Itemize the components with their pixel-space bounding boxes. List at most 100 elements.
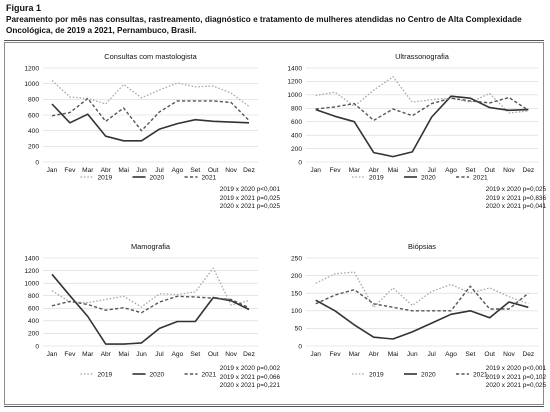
stats-biopsias: 2019 x 2020 p<0,001 2019 x 2021 p=0,102 … — [486, 365, 546, 391]
x-tick-label: Mai — [118, 167, 129, 174]
chart-mamografia: Mamografia 0 200 400 600 800 1000 1200 1400 Jan Fe… — [24, 242, 258, 378]
y-tick-label: 200 — [28, 144, 39, 151]
chart-title: Consultas com mastologista — [104, 52, 197, 61]
y-tick-label: 200 — [291, 273, 302, 280]
y-tick-label: 1000 — [287, 92, 302, 99]
chart-title: Mamografia — [131, 242, 171, 251]
stat-line: 2019 x 2021 p=0,066 — [219, 373, 280, 381]
stat-line: 2019 x 2020 p<0,001 — [485, 365, 546, 372]
y-tick-label: 100 — [291, 308, 302, 315]
x-tick-label: Jan — [47, 167, 58, 174]
x-tick-label: Set — [465, 167, 475, 174]
chart-title: Ultrassonografia — [395, 52, 450, 61]
stat-line: 2020 x 2021 p=0,221 — [219, 382, 280, 390]
x-tick-label: Abr — [101, 351, 112, 358]
x-tick-label: Mai — [388, 351, 399, 358]
legend-label: 2021 — [473, 371, 488, 378]
x-tick-label: Out — [484, 351, 495, 358]
figure-label: Figura 1 — [6, 3, 42, 13]
x-tick-label: Jun — [136, 167, 147, 174]
x-tick-label: Out — [484, 167, 495, 174]
legend-label: 2019 — [369, 371, 384, 378]
x-tick-label: Jul — [427, 167, 436, 174]
x-tick-label: Nov — [503, 167, 515, 174]
stat-line: 2020 x 2021 p=0,025 — [485, 382, 546, 390]
chart-biopsias: Biópsias 0 50 100 150 200 250 Jan Fev Mar Abr Mai Ju… — [291, 242, 538, 378]
bottom-divider — [4, 406, 544, 407]
y-tick-label: 0 — [35, 343, 39, 350]
series-line-2020 — [51, 103, 250, 142]
series-line-2019 — [51, 267, 250, 308]
legend-label: 2021 — [473, 174, 488, 181]
y-tick-label: 400 — [291, 132, 302, 139]
chart-consultas: Consultas com mastologista 0 200 400 600 800 1… — [24, 52, 258, 181]
legend-label: 2019 — [369, 174, 384, 181]
y-tick-label: 1200 — [287, 79, 302, 86]
x-tick-label: Mar — [82, 167, 94, 174]
x-tick-label: Mai — [388, 167, 399, 174]
series-line-2021 — [315, 285, 529, 312]
x-tick-label: Abr — [101, 167, 112, 174]
x-tick-label: Dez — [522, 351, 534, 358]
x-tick-label: Jun — [407, 167, 418, 174]
x-tick-label: Abr — [369, 351, 380, 358]
y-tick-label: 150 — [291, 291, 302, 298]
stat-line: 2020 x 2021 p=0,025 — [219, 203, 280, 211]
series-line-2019 — [315, 271, 529, 308]
y-tick-label: 250 — [291, 255, 302, 262]
x-tick-label: Jul — [155, 351, 164, 358]
x-tick-label: Set — [190, 351, 200, 358]
x-tick-label: Fev — [330, 167, 342, 174]
x-tick-label: Abr — [369, 167, 380, 174]
y-tick-label: 1000 — [24, 81, 39, 88]
x-tick-label: Set — [190, 167, 200, 174]
x-tick-label: Fev — [64, 351, 76, 358]
x-tick-label: Out — [208, 351, 219, 358]
y-tick-label: 50 — [295, 326, 303, 333]
stat-line: 2019 x 2021 p=0,836 — [485, 194, 546, 202]
x-tick-label: Mar — [349, 167, 361, 174]
y-tick-label: 200 — [291, 146, 302, 153]
x-tick-label: Jul — [427, 351, 436, 358]
y-tick-label: 800 — [28, 293, 39, 300]
y-tick-label: 1400 — [287, 65, 302, 72]
x-tick-label: Jul — [155, 167, 164, 174]
x-tick-label: Nov — [225, 351, 237, 358]
x-tick-label: Jun — [407, 351, 418, 358]
stats-mamografia: 2019 x 2020 p=0,002 2019 x 2021 p=0,066 … — [220, 365, 280, 391]
series-line-2020 — [315, 299, 529, 340]
chart-ultrassonografia: Ultrassonografia 0 200 400 600 800 1000 1200 140… — [287, 52, 538, 181]
x-tick-label: Dez — [243, 351, 255, 358]
caption-divider — [4, 40, 544, 41]
x-tick-label: Mai — [118, 351, 129, 358]
y-tick-label: 0 — [35, 159, 39, 166]
stat-line: 2019 x 2020 p<0,001 — [219, 186, 280, 193]
legend-label: 2019 — [98, 371, 113, 378]
stat-line: 2020 x 2021 p=0,041 — [485, 203, 546, 211]
stat-line: 2019 x 2020 p=0,025 — [485, 186, 546, 193]
x-tick-label: Jun — [136, 351, 147, 358]
y-tick-label: 1000 — [24, 280, 39, 287]
legend-label: 2019 — [98, 174, 113, 181]
figure-caption: Pareamento por mês nas consultas, rastre… — [6, 15, 522, 35]
legend-label: 2020 — [150, 174, 165, 181]
stats-ultrassonografia: 2019 x 2020 p=0,025 2019 x 2021 p=0,836 … — [486, 186, 546, 212]
y-tick-label: 600 — [291, 119, 302, 126]
x-tick-label: Mar — [82, 351, 94, 358]
series-line-2021 — [315, 96, 529, 122]
stat-line: 2019 x 2021 p=0,102 — [485, 373, 546, 381]
x-tick-label: Set — [465, 351, 475, 358]
x-tick-label: Nov — [503, 351, 515, 358]
series-line-2020 — [315, 95, 529, 158]
y-tick-label: 1200 — [24, 65, 39, 72]
x-tick-label: Ago — [172, 351, 184, 358]
stat-line: 2019 x 2020 p=0,002 — [219, 365, 280, 372]
y-tick-label: 600 — [28, 112, 39, 119]
y-tick-label: 400 — [28, 128, 39, 135]
y-tick-label: 1400 — [24, 255, 39, 262]
x-tick-label: Nov — [225, 167, 237, 174]
legend-label: 2021 — [202, 371, 217, 378]
y-tick-label: 0 — [298, 159, 302, 166]
series-line-2021 — [51, 295, 250, 314]
x-tick-label: Ago — [172, 167, 184, 174]
